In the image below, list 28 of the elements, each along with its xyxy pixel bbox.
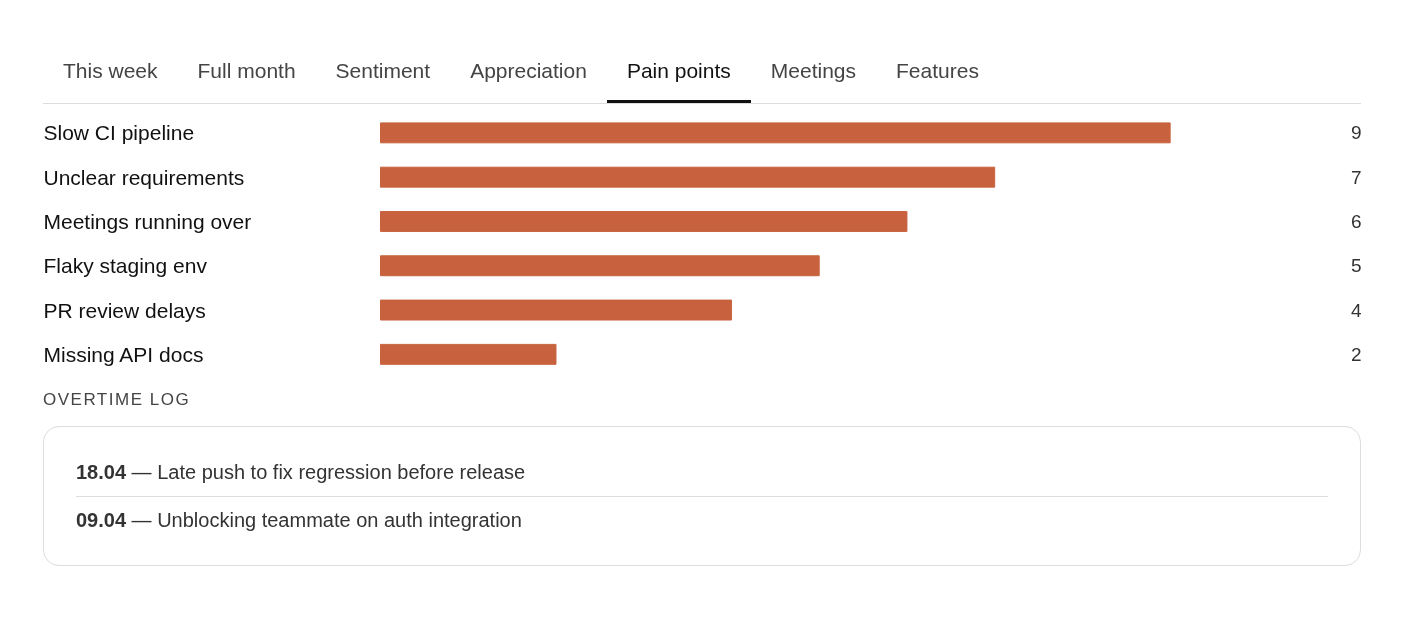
text: Full month bbox=[196, 58, 297, 84]
text: This week bbox=[62, 58, 159, 84]
bar bbox=[380, 210, 908, 232]
data-label: 4 bbox=[1350, 299, 1362, 321]
y-tick-label: Missing API docs bbox=[43, 342, 204, 366]
text: 09.04 — Unblocking teammate on auth integration bbox=[76, 507, 523, 533]
data-label: 7 bbox=[1350, 166, 1362, 188]
text: Meetings bbox=[769, 58, 857, 84]
text: Features bbox=[895, 58, 980, 84]
data-label: 2 bbox=[1350, 343, 1362, 365]
y-tick-label: Slow CI pipeline bbox=[43, 121, 195, 145]
bar bbox=[380, 299, 732, 321]
bar bbox=[380, 122, 1171, 144]
text: 18.04 — Late push to fix regression before release bbox=[76, 449, 1328, 497]
bar bbox=[380, 166, 996, 188]
data-label: 5 bbox=[1350, 255, 1362, 277]
text: OVERTIME LOG bbox=[43, 389, 192, 411]
data-label: 9 bbox=[1350, 122, 1362, 144]
text: Appreciation bbox=[469, 58, 588, 84]
y-tick-label: PR review delays bbox=[43, 298, 206, 322]
y-tick-label: Unclear requirements bbox=[43, 165, 245, 189]
bar bbox=[380, 343, 557, 365]
data-label: 6 bbox=[1350, 210, 1362, 232]
y-tick-label: Meetings running over bbox=[43, 209, 252, 233]
bar bbox=[380, 255, 820, 277]
y-tick-label: Flaky staging env bbox=[43, 254, 208, 278]
text: Pain points bbox=[606, 56, 751, 103]
text: Sentiment bbox=[334, 58, 432, 84]
